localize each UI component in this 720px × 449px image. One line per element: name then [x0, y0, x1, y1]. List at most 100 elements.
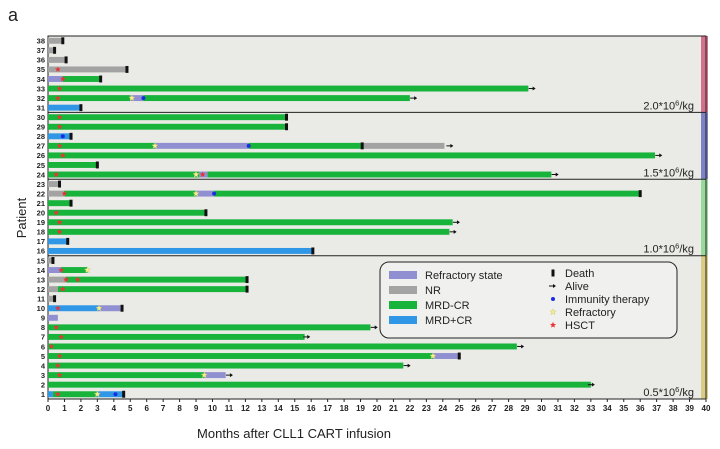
alive-arrow-head — [456, 220, 460, 225]
death-marker — [285, 123, 289, 131]
death-marker — [51, 257, 55, 264]
bar-segment-mrd-cr — [57, 286, 248, 293]
death-marker — [53, 295, 57, 303]
bar-segment-mrd-pos-cr — [48, 391, 53, 398]
x-tick-label: 16 — [307, 404, 316, 413]
alive-arrow-head — [229, 373, 233, 378]
panel-label: a — [8, 5, 19, 25]
bar-segment-nr — [362, 142, 445, 149]
alive-arrow-head — [659, 153, 663, 158]
alive-arrow-head — [532, 86, 536, 91]
dose-label: 1.5*106/kg — [643, 165, 694, 179]
death-marker — [245, 276, 249, 284]
y-tick-label: 37 — [37, 46, 45, 55]
alive-arrow-head — [591, 382, 595, 387]
bar-segment-refractory-state — [48, 267, 62, 274]
bar-segment-mrd-cr — [48, 200, 72, 207]
immunity-therapy-marker — [60, 134, 65, 139]
bar-segment-nr — [48, 276, 67, 283]
death-marker — [120, 304, 124, 312]
hsct-marker — [56, 123, 63, 130]
death-marker — [99, 75, 103, 83]
y-tick-label: 1 — [41, 390, 45, 399]
x-tick-label: 34 — [603, 404, 612, 413]
immunity-therapy-marker — [551, 297, 555, 301]
death-marker — [245, 285, 249, 293]
x-tick-label: 18 — [340, 404, 349, 413]
bar-segment-mrd-cr — [52, 391, 98, 398]
hsct-marker — [55, 391, 61, 397]
bar-segment-refractory-state — [98, 305, 121, 312]
y-tick-label: 35 — [37, 65, 45, 74]
bar-segment-mrd-cr — [48, 324, 371, 331]
y-tick-label: 17 — [37, 237, 45, 246]
y-tick-label: 31 — [37, 103, 45, 112]
y-tick-label: 9 — [41, 314, 45, 323]
y-tick-label: 6 — [41, 342, 45, 351]
refractory-marker — [93, 390, 101, 398]
bar-segment-mrd-cr — [48, 381, 591, 388]
bar-segment-mrd-pos-cr — [48, 305, 99, 312]
legend-label: MRD-CR — [425, 300, 470, 312]
bar-segment-mrd-cr — [62, 76, 101, 82]
legend-label: Alive — [565, 281, 589, 293]
death-marker — [122, 390, 126, 398]
refractory-marker — [83, 266, 92, 274]
refractory-marker — [192, 189, 200, 197]
y-tick-label: 21 — [37, 199, 45, 208]
x-axis-title: Months after CLL1 CART infusion — [197, 426, 391, 441]
refractory-marker — [429, 352, 437, 360]
dose-label: 1.0*106/kg — [643, 242, 694, 256]
y-tick-label: 25 — [37, 161, 45, 170]
immunity-therapy-marker — [212, 191, 217, 196]
bar-segment-mrd-pos-cr — [48, 247, 313, 254]
y-tick-label: 30 — [37, 113, 45, 122]
x-tick-label: 7 — [161, 404, 166, 413]
legend-label: Refractory state — [425, 270, 503, 282]
hsct-marker — [74, 276, 81, 283]
bar-segment-mrd-cr — [48, 171, 200, 178]
legend-label: Death — [565, 268, 594, 280]
x-tick-label: 25 — [455, 404, 464, 413]
x-tick-label: 0 — [46, 404, 51, 413]
bar-segment-refractory-state — [48, 76, 63, 82]
y-tick-label: 11 — [37, 294, 45, 303]
hsct-marker — [63, 276, 69, 283]
hsct-marker — [59, 152, 66, 158]
refractory-marker — [549, 308, 557, 316]
bar-segment-mrd-pos-cr — [48, 238, 68, 245]
legend-swatch — [389, 286, 417, 294]
y-tick-label: 16 — [37, 247, 45, 256]
bar-segment-mrd-pos-cr — [97, 391, 124, 398]
hsct-marker — [199, 171, 206, 177]
hsct-marker — [61, 190, 68, 197]
immunity-therapy-marker — [113, 392, 118, 397]
legend-label: Refractory — [565, 307, 616, 319]
y-tick-label: 8 — [41, 323, 45, 332]
bar-segment-nr — [48, 47, 55, 54]
y-tick-label: 14 — [37, 266, 46, 275]
bar-segment-mrd-cr — [48, 114, 287, 121]
dose-band — [701, 179, 708, 256]
bar-segment-mrd-pos-cr — [48, 104, 81, 111]
hsct-marker — [55, 95, 61, 101]
dose-label: 2.0*106/kg — [643, 98, 694, 112]
dose-label: 0.5*106/kg — [643, 385, 694, 399]
y-tick-label: 5 — [41, 352, 45, 361]
x-tick-label: 22 — [405, 404, 414, 413]
x-tick-label: 23 — [422, 404, 431, 413]
hsct-marker — [56, 219, 63, 225]
y-axis-title: Patient — [14, 197, 29, 238]
x-tick-label: 3 — [95, 404, 100, 413]
dose-band — [701, 255, 708, 399]
x-tick-label: 39 — [685, 404, 694, 413]
y-tick-label: 10 — [37, 304, 45, 313]
y-tick-label: 12 — [37, 285, 45, 294]
y-tick-label: 19 — [37, 218, 45, 227]
refractory-marker — [192, 170, 200, 178]
bar-segment-mrd-cr — [48, 85, 529, 92]
y-tick-label: 13 — [37, 275, 45, 284]
x-tick-label: 32 — [570, 404, 579, 413]
bar-segment-mrd-cr — [66, 276, 248, 283]
hsct-marker — [59, 286, 66, 292]
